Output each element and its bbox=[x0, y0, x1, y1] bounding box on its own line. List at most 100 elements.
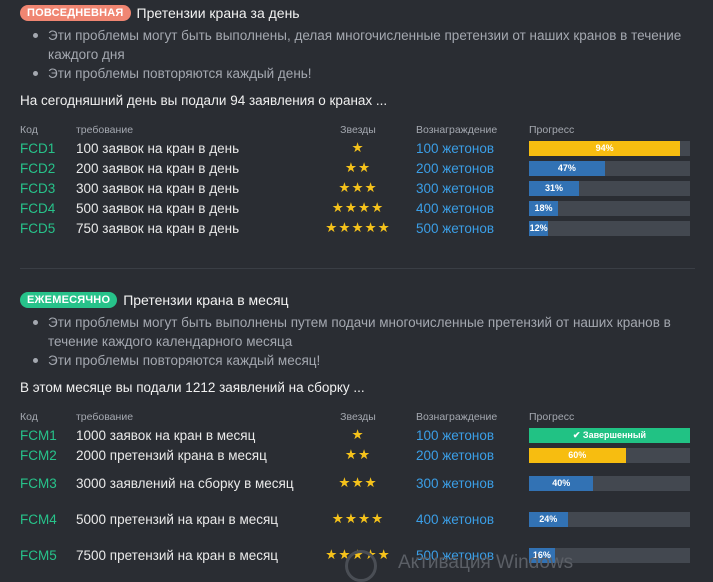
daily-note: Эти проблемы повторяются каждый день! bbox=[30, 64, 695, 83]
challenge-reward: 500 жетонов bbox=[416, 547, 495, 563]
daily-badge: ПОВСЕДНЕВНАЯ bbox=[20, 5, 131, 21]
progress-bar: 94% bbox=[529, 140, 690, 156]
challenge-code: FCM2 bbox=[20, 447, 57, 463]
column-header-code: Код bbox=[20, 124, 38, 136]
challenge-requirement: 5000 претензий на кран в месяц bbox=[76, 511, 279, 527]
star-rating: ★★★ bbox=[338, 180, 378, 195]
challenge-requirement: 3000 заявлений на сборку в месяц bbox=[76, 475, 294, 491]
progress-bar: 18% bbox=[529, 200, 690, 216]
progress-cell: 16% bbox=[529, 537, 692, 573]
daily-header: ПОВСЕДНЕВНАЯ Претензии крана за день bbox=[20, 4, 695, 22]
progress-fill: ✔ Завершенный bbox=[529, 427, 690, 443]
star-rating: ★★★★ bbox=[331, 200, 385, 215]
challenge-row: FCM5 7500 претензий на кран в месяц ★★★★★ 5… bbox=[20, 537, 692, 573]
progress-cell: 18% bbox=[529, 198, 692, 218]
column-header-progress: Прогресс bbox=[529, 411, 575, 423]
progress-cell: 60% bbox=[529, 445, 692, 465]
challenge-row: FCD3 300 заявок на кран в день ★★★ 300 жето… bbox=[20, 178, 692, 198]
progress-cell: 12% bbox=[529, 218, 692, 238]
section-divider bbox=[20, 268, 695, 269]
progress-fill: 94% bbox=[529, 140, 681, 156]
column-header-stars: Звезды bbox=[340, 411, 376, 423]
progress-bar: ✔ Завершенный bbox=[529, 427, 690, 443]
challenge-row: FCM2 2000 претензий крана в месяц ★★ 200 же… bbox=[20, 445, 692, 465]
star-rating: ★★★ bbox=[338, 475, 378, 490]
progress-cell: ✔ Завершенный bbox=[529, 425, 692, 445]
challenge-reward: 300 жетонов bbox=[416, 475, 495, 491]
column-header-requirement: требование bbox=[76, 411, 134, 423]
challenge-code: FCM3 bbox=[20, 475, 57, 491]
monthly-notes: Эти проблемы могут быть выполнены путем … bbox=[20, 313, 695, 370]
challenge-reward: 200 жетонов bbox=[416, 447, 495, 463]
column-header-stars: Звезды bbox=[340, 124, 376, 136]
monthly-note: Эти проблемы могут быть выполнены путем … bbox=[30, 313, 695, 351]
column-header-reward: Вознаграждение bbox=[416, 124, 498, 136]
star-rating: ★★ bbox=[344, 160, 372, 175]
progress-cell: 94% bbox=[529, 138, 692, 158]
windows-activation-icon bbox=[345, 550, 377, 582]
progress-fill: 18% bbox=[529, 200, 558, 216]
monthly-badge: ЕЖЕМЕСЯЧНО bbox=[20, 292, 118, 308]
progress-fill: 24% bbox=[529, 511, 568, 527]
column-header-requirement: требование bbox=[76, 124, 134, 136]
windows-activation-watermark: Активация Windows bbox=[398, 552, 574, 573]
daily-challenges-table: Код требование Звезды Вознаграждение Про… bbox=[20, 122, 692, 238]
monthly-note: Эти проблемы повторяются каждый месяц! bbox=[30, 351, 695, 370]
monthly-summary: В этом месяце вы подали 1212 заявлений н… bbox=[20, 380, 365, 395]
column-header-progress: Прогресс bbox=[529, 124, 575, 136]
challenge-requirement: 2000 претензий крана в месяц bbox=[76, 447, 267, 463]
challenge-reward: 400 жетонов bbox=[416, 511, 495, 527]
star-rating: ★★★★ bbox=[331, 511, 385, 526]
challenge-row: FCD1 100 заявок на кран в день ★ 100 жетоно… bbox=[20, 138, 692, 158]
challenge-reward: 100 жетонов bbox=[416, 140, 495, 156]
challenge-row: FCD2 200 заявок на кран в день ★★ 200 жетон… bbox=[20, 158, 692, 178]
challenge-row: FCM4 5000 претензий на кран в месяц ★★★★ 40… bbox=[20, 501, 692, 537]
star-rating: ★★★★★ bbox=[325, 220, 391, 235]
challenge-code: FCM5 bbox=[20, 547, 57, 563]
daily-notes: Эти проблемы могут быть выполнены, делая… bbox=[20, 26, 695, 83]
challenge-requirement: 200 заявок на кран в день bbox=[76, 160, 240, 176]
challenge-reward: 200 жетонов bbox=[416, 160, 495, 176]
progress-bar: 12% bbox=[529, 220, 690, 236]
progress-cell: 47% bbox=[529, 158, 692, 178]
challenge-requirement: 500 заявок на кран в день bbox=[76, 200, 240, 216]
monthly-challenges-section: ЕЖЕМЕСЯЧНО Претензии крана в месяц Эти п… bbox=[20, 291, 695, 573]
monthly-challenges-table: Код требование Звезды Вознаграждение Про… bbox=[20, 409, 692, 573]
progress-fill: 16% bbox=[529, 547, 555, 563]
challenge-code: FCM4 bbox=[20, 511, 57, 527]
progress-bar: 24% bbox=[529, 511, 690, 527]
challenge-row: FCM1 1000 заявок на кран в месяц ★ 100 жето… bbox=[20, 425, 692, 445]
daily-note: Эти проблемы могут быть выполнены, делая… bbox=[30, 26, 695, 64]
challenge-requirement: 300 заявок на кран в день bbox=[76, 180, 240, 196]
challenge-reward: 300 жетонов bbox=[416, 180, 495, 196]
challenge-requirement: 7500 претензий на кран в месяц bbox=[76, 547, 279, 563]
progress-fill: 31% bbox=[529, 180, 579, 196]
challenge-code: FCM1 bbox=[20, 427, 57, 443]
progress-fill: 40% bbox=[529, 475, 594, 491]
challenge-requirement: 100 заявок на кран в день bbox=[76, 140, 240, 156]
monthly-title: Претензии крана в месяц bbox=[123, 292, 289, 308]
challenge-row: FCM3 3000 заявлений на сборку в месяц ★★★ 3… bbox=[20, 465, 692, 501]
progress-bar: 60% bbox=[529, 447, 690, 463]
star-rating: ★★ bbox=[344, 447, 372, 462]
star-rating: ★ bbox=[351, 427, 365, 442]
progress-cell: 31% bbox=[529, 178, 692, 198]
challenge-reward: 100 жетонов bbox=[416, 427, 495, 443]
monthly-header: ЕЖЕМЕСЯЧНО Претензии крана в месяц bbox=[20, 291, 695, 309]
challenge-reward: 400 жетонов bbox=[416, 200, 495, 216]
progress-fill: 47% bbox=[529, 160, 605, 176]
progress-bar: 40% bbox=[529, 475, 690, 491]
challenge-reward: 500 жетонов bbox=[416, 220, 495, 236]
column-header-code: Код bbox=[20, 411, 38, 423]
challenge-code: FCD4 bbox=[20, 200, 56, 216]
progress-fill: 60% bbox=[529, 447, 626, 463]
challenge-code: FCD5 bbox=[20, 220, 56, 236]
challenge-code: FCD2 bbox=[20, 160, 56, 176]
column-header-reward: Вознаграждение bbox=[416, 411, 498, 423]
progress-cell: 24% bbox=[529, 501, 692, 537]
progress-bar: 31% bbox=[529, 180, 690, 196]
daily-challenges-section: ПОВСЕДНЕВНАЯ Претензии крана за день Эти… bbox=[20, 4, 695, 238]
challenge-row: FCD4 500 заявок на кран в день ★★★★ 400 жет… bbox=[20, 198, 692, 218]
challenge-requirement: 750 заявок на кран в день bbox=[76, 220, 240, 236]
challenge-code: FCD1 bbox=[20, 140, 56, 156]
